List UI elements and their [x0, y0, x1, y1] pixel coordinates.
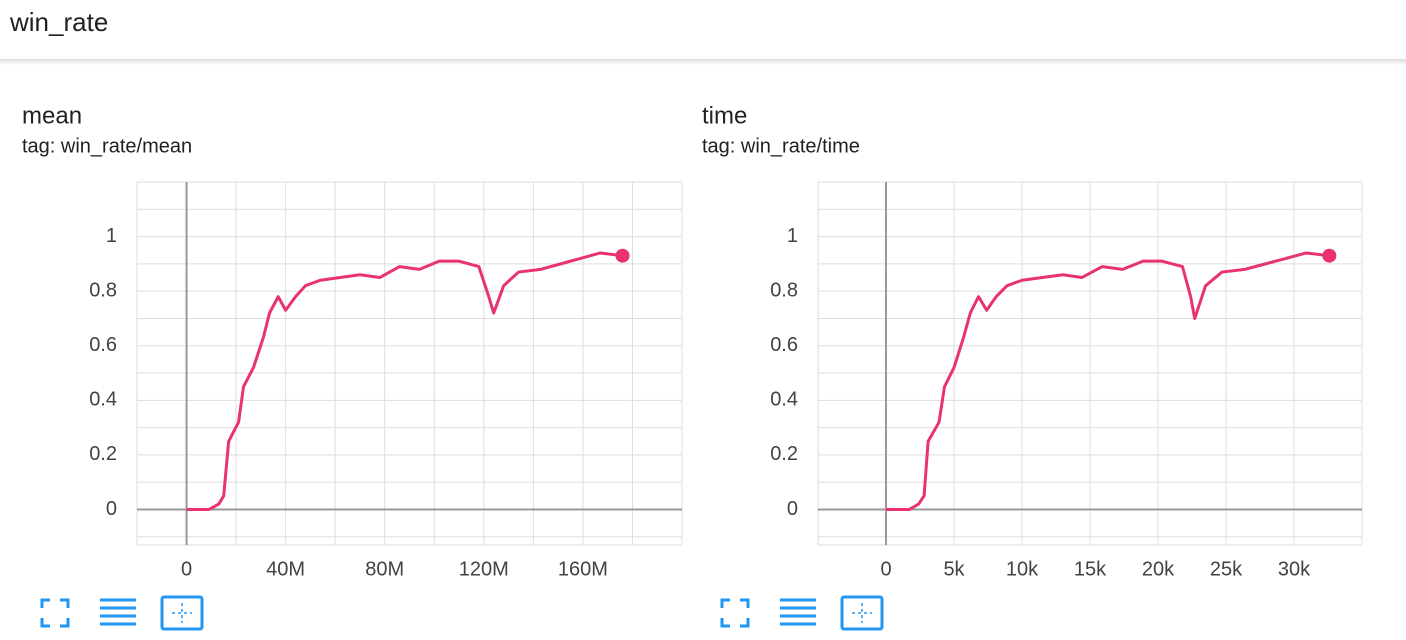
data-button[interactable]	[100, 598, 136, 626]
series-line	[886, 251, 1330, 512]
x-tick-label: 20k	[1142, 558, 1175, 580]
y-tick-label: 0	[106, 498, 117, 520]
end-point	[1322, 248, 1337, 263]
y-tick-label: 0.6	[770, 334, 798, 356]
data-button[interactable]	[780, 598, 816, 626]
y-tick-label: 0.2	[770, 443, 798, 465]
x-tick-label: 30k	[1278, 558, 1311, 580]
x-tick-label: 10k	[1006, 558, 1039, 580]
chart-title: mean	[22, 102, 82, 129]
charts: mean tag: win_rate/mean 0 0.2 0.4 0.6 0.8 1 0 40M…	[22, 102, 1363, 580]
x-tick-label: 25k	[1210, 558, 1243, 580]
x-tick-label: 5k	[943, 558, 965, 580]
header-shadow	[0, 59, 1406, 65]
toolbar	[40, 595, 884, 631]
x-tick-label: 15k	[1074, 558, 1107, 580]
end-point	[615, 248, 630, 263]
x-tick-label: 40M	[266, 558, 305, 580]
chart-subtitle: tag: win_rate/mean	[22, 135, 192, 157]
y-tick-label: 0.8	[770, 279, 798, 301]
x-tick-label: 80M	[365, 558, 404, 580]
fit-button[interactable]	[160, 595, 204, 631]
x-tick-label: 0	[181, 558, 192, 580]
chart-title: time	[702, 102, 747, 129]
y-tick-label: 1	[106, 225, 117, 247]
y-tick-label: 0.8	[89, 279, 117, 301]
fit-button[interactable]	[840, 595, 884, 631]
x-tick-label: 160M	[558, 558, 608, 580]
y-tick-label: 0.2	[89, 443, 117, 465]
y-tick-label: 0.4	[89, 389, 117, 411]
y-tick-label: 0.4	[770, 389, 798, 411]
chart-subtitle: tag: win_rate/time	[702, 135, 860, 157]
x-tick-label: 120M	[459, 558, 509, 580]
header-title: win_rate	[9, 7, 108, 37]
series-line	[186, 251, 623, 512]
fullscreen-button[interactable]	[40, 598, 70, 628]
y-tick-label: 1	[787, 225, 798, 247]
fullscreen-button[interactable]	[720, 598, 750, 628]
y-tick-label: 0	[787, 498, 798, 520]
y-tick-label: 0.6	[89, 334, 117, 356]
x-tick-label: 0	[880, 558, 891, 580]
